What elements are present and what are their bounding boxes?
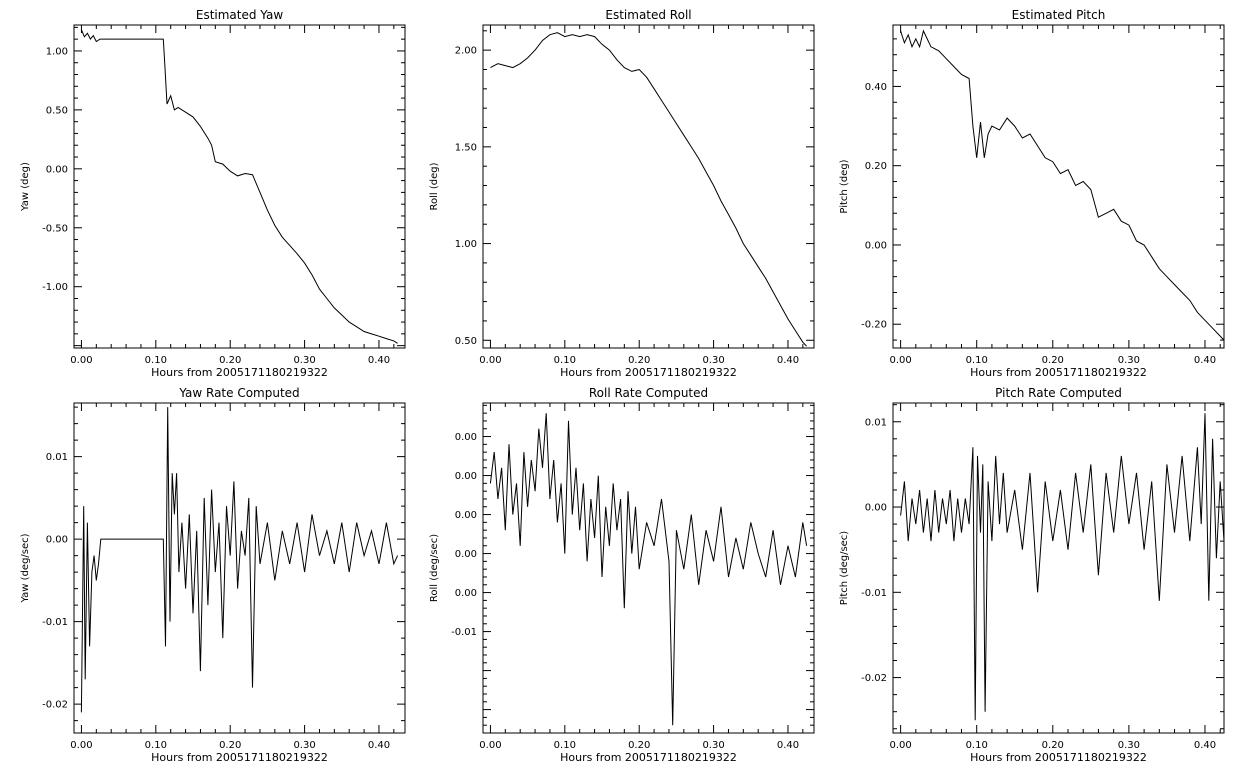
y-tick-label: 2.00 [455,46,477,57]
x-tick-label: 0.30 [1118,740,1140,751]
x-tick-label: 0.20 [628,355,650,366]
x-tick-label: 0.10 [966,355,988,366]
series-line [900,413,1225,721]
x-tick-label: 0.00 [70,740,92,751]
y-tick-label: 0.00 [455,432,477,443]
x-tick-label: 0.00 [479,740,501,751]
y-tick-label: 0.50 [455,336,477,347]
x-tick-label: 0.30 [702,740,724,751]
x-axis-label: Hours from 2005171180219322 [151,366,328,379]
y-tick-label: 1.00 [46,46,68,57]
y-axis-label: Pitch (deg) [839,159,850,213]
x-tick-label: 0.40 [368,740,390,751]
y-tick-label: -0.01 [42,617,68,628]
y-tick-label: 0.01 [46,452,68,463]
y-axis-label: Pitch (deg/sec) [839,531,850,606]
x-tick-label: 0.40 [777,740,799,751]
x-tick-label: 0.40 [777,355,799,366]
x-axis-label: Hours from 2005171180219322 [970,751,1147,764]
chart-title: Estimated Yaw [196,8,283,22]
x-axis-label: Hours from 2005171180219322 [970,366,1147,379]
x-tick-label: 0.30 [293,740,315,751]
chart-panel-1: Estimated Yaw Hours from 2005171180219322… [20,8,406,379]
chart-title: Estimated Roll [605,8,691,22]
y-tick-label: -0.01 [451,627,477,638]
y-tick-label: -0.20 [861,320,887,331]
x-axis-label: Hours from 2005171180219322 [560,751,737,764]
series-line [490,32,807,347]
x-tick-label: 0.00 [70,355,92,366]
y-axis-label: Yaw (deg) [20,162,31,212]
x-tick-label: 0.20 [1042,355,1064,366]
x-tick-label: 0.20 [1042,740,1064,751]
x-axis-label: Hours from 2005171180219322 [560,366,737,379]
x-tick-label: 0.10 [554,355,576,366]
y-tick-label: 0.00 [455,471,477,482]
x-tick-label: 0.30 [293,355,315,366]
x-tick-label: 0.10 [145,740,167,751]
x-tick-label: 0.40 [1194,355,1216,366]
x-tick-label: 0.30 [1118,355,1140,366]
x-tick-label: 0.30 [702,355,724,366]
x-tick-label: 0.20 [219,355,241,366]
x-tick-label: 0.40 [368,355,390,366]
y-tick-label: 0.50 [46,105,68,116]
x-tick-label: 0.10 [554,740,576,751]
x-tick-label: 0.10 [145,355,167,366]
chart-panel-4: Yaw Rate Computed Hours from 200517118021… [20,386,406,764]
chart-title: Pitch Rate Computed [995,386,1122,400]
x-tick-label: 0.10 [966,740,988,751]
y-tick-label: -0.02 [861,673,887,684]
plot-frame [892,402,1225,734]
y-tick-label: 1.00 [455,239,477,250]
y-tick-label: 0.01 [865,417,887,428]
chart-title: Roll Rate Computed [589,386,708,400]
series-line [80,407,399,713]
y-tick-label: 0.00 [865,240,887,251]
x-tick-label: 0.20 [628,740,650,751]
chart-panel-6: Pitch Rate Computed Hours from 2005171180… [839,386,1225,764]
y-tick-label: 0.40 [865,82,887,93]
plot-frame [482,24,815,349]
plot-frame [892,24,1225,349]
chart-panel-3: Estimated Pitch Hours from 20051711802193… [839,8,1225,379]
y-tick-label: 0.00 [46,164,68,175]
chart-panel-5: Roll Rate Computed Hours from 20051711802… [429,386,815,764]
y-tick-label: -0.01 [861,588,887,599]
y-tick-label: 0.00 [865,503,887,514]
chart-title: Yaw Rate Computed [178,386,299,400]
y-axis-label: Yaw (deg/sec) [20,533,31,603]
y-tick-label: -1.00 [42,282,68,293]
y-axis-label: Roll (deg) [429,162,440,210]
x-tick-label: 0.00 [889,355,911,366]
chart-panel-2: Estimated Roll Hours from 200517118021932… [429,8,815,379]
plot-frame [73,24,406,349]
x-tick-label: 0.20 [219,740,241,751]
series-line [80,29,398,344]
plot-frame [73,402,406,734]
y-tick-label: 0.00 [455,588,477,599]
y-tick-label: 0.00 [455,549,477,560]
y-tick-label: 0.20 [865,161,887,172]
x-axis-label: Hours from 2005171180219322 [151,751,328,764]
series-line [489,413,808,726]
chart-title: Estimated Pitch [1012,8,1106,22]
y-axis-label: Roll (deg/sec) [429,534,440,602]
x-tick-label: 0.40 [1194,740,1216,751]
y-tick-label: -0.50 [42,223,68,234]
x-tick-label: 0.00 [479,355,501,366]
y-tick-label: 1.50 [455,142,477,153]
series-line [900,29,1225,341]
plot-frame [482,402,815,734]
y-tick-label: 0.00 [455,510,477,521]
y-tick-label: 0.00 [46,535,68,546]
y-tick-label: -0.02 [42,700,68,711]
x-tick-label: 0.00 [889,740,911,751]
